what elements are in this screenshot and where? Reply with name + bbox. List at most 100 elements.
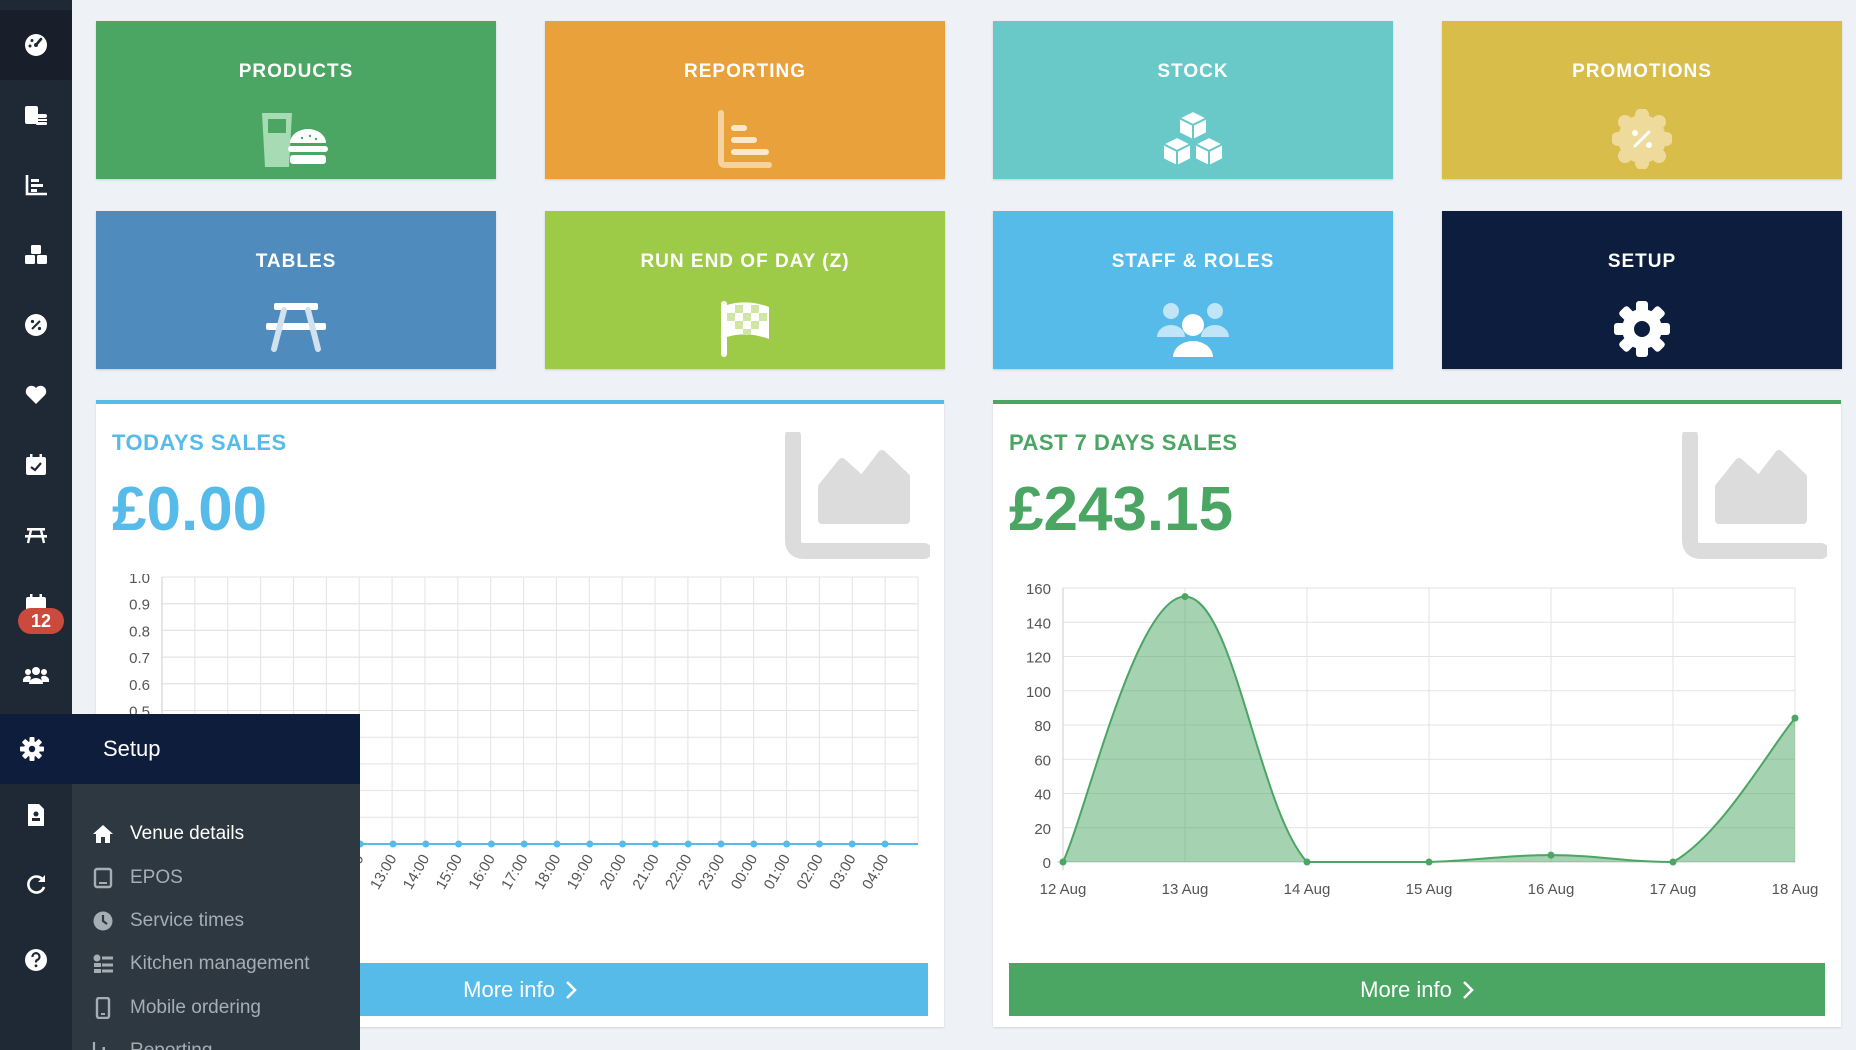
x-tick-label: 20:00	[597, 852, 630, 893]
kitchen-icon	[93, 954, 113, 973]
data-point	[1669, 858, 1677, 866]
x-tick-label: 01:00	[761, 852, 794, 893]
y-tick-label: 0.7	[129, 650, 150, 667]
x-tick-label: 16:00	[465, 852, 498, 893]
data-point	[422, 840, 430, 848]
data-point	[487, 840, 495, 848]
card-title: TODAYS SALES	[112, 430, 287, 455]
x-tick-label: 04:00	[859, 852, 892, 893]
sidebar-item-promotions[interactable]	[0, 290, 72, 360]
past-sales-more-info-button[interactable]: More info	[1009, 963, 1825, 1016]
menu-item-venue-details[interactable]: Venue details	[72, 814, 360, 854]
sidebar-item-reporting[interactable]	[0, 150, 72, 220]
data-point	[1791, 714, 1799, 722]
sidebar-item-sync[interactable]	[0, 850, 72, 920]
tile-stock[interactable]: STOCK	[993, 21, 1393, 179]
menu-item-label: Kitchen management	[130, 953, 310, 974]
tables-icon	[25, 528, 47, 544]
notification-badge: 12	[18, 608, 64, 634]
menu-item-reporting[interactable]: Reporting	[72, 1031, 360, 1050]
tile-label: SETUP	[1607, 251, 1677, 272]
tile-reporting[interactable]: REPORTING	[545, 21, 945, 179]
tile-label: TABLES	[255, 251, 337, 272]
tile-promotions[interactable]: PROMOTIONS	[1442, 21, 1842, 179]
x-tick-label: 22:00	[662, 852, 695, 893]
x-tick-label: 23:00	[695, 852, 728, 893]
x-tick-label: 13:00	[367, 852, 400, 893]
card-value: £0.00	[112, 475, 268, 544]
x-tick-label: 02:00	[793, 852, 826, 893]
data-point	[1181, 593, 1189, 601]
menu-item-mobile-ordering[interactable]: Mobile ordering	[72, 988, 360, 1028]
tile-setup[interactable]: SETUP	[1442, 211, 1842, 369]
sidebar-item-help[interactable]	[0, 925, 72, 995]
setup-menu-title: Setup	[103, 736, 161, 761]
x-tick-label: 14:00	[400, 852, 433, 893]
y-tick-label: 0	[1043, 855, 1051, 872]
area-chart-icon	[785, 432, 930, 559]
data-point	[586, 840, 594, 848]
setup-menu-header[interactable]: Setup	[0, 714, 360, 784]
tile-label: STOCK	[1157, 61, 1229, 82]
tile-label: REPORTING	[684, 61, 806, 82]
stock-icon	[25, 245, 47, 264]
x-tick-label: 17 Aug	[1650, 881, 1697, 898]
y-tick-label: 120	[1026, 650, 1051, 667]
home-icon	[93, 825, 113, 843]
reporting-icon	[718, 110, 772, 168]
chevron-right-icon	[565, 980, 577, 999]
data-point	[1425, 858, 1433, 866]
x-tick-label: 17:00	[498, 852, 531, 893]
y-tick-label: 0.8	[129, 623, 150, 640]
button-label: More info	[1360, 976, 1452, 1002]
data-point	[815, 840, 823, 848]
sidebar-item-bookings[interactable]	[0, 430, 72, 500]
sidebar-item-dashboard[interactable]	[0, 10, 72, 80]
menu-item-epos[interactable]: EPOS	[72, 858, 360, 898]
reporting-icon	[25, 175, 47, 196]
users-icon	[23, 667, 49, 684]
tile-products[interactable]: PRODUCTS	[96, 21, 496, 179]
menu-item-label: Mobile ordering	[130, 997, 261, 1018]
sidebar-item-products[interactable]	[0, 80, 72, 150]
calendar-check-icon	[26, 454, 46, 475]
staff-icon	[1157, 303, 1229, 357]
x-tick-label: 18:00	[531, 852, 564, 893]
bar-chart-icon	[92, 1042, 105, 1050]
y-tick-label: 0.9	[129, 597, 150, 614]
sidebar-item-favourites[interactable]	[0, 360, 72, 430]
stock-icon	[1160, 109, 1226, 168]
menu-item-label: Service times	[130, 910, 245, 931]
menu-item-kitchen-management[interactable]: Kitchen management	[72, 944, 360, 984]
menu-item-service-times[interactable]: Service times	[72, 901, 360, 941]
data-point	[881, 840, 889, 848]
data-point	[520, 840, 528, 848]
data-point	[553, 840, 561, 848]
menu-item-label: Venue details	[130, 823, 245, 844]
x-tick-label: 15 Aug	[1406, 881, 1453, 898]
sidebar-item-staff[interactable]	[0, 640, 72, 710]
sidebar-item-tables[interactable]	[0, 500, 72, 570]
y-tick-label: 140	[1026, 615, 1051, 632]
y-tick-label: 0.6	[129, 677, 150, 694]
gear-icon	[20, 737, 44, 761]
sidebar-item-stock[interactable]	[0, 220, 72, 290]
tile-staff-roles[interactable]: STAFF & ROLES	[993, 211, 1393, 369]
data-point	[783, 840, 791, 848]
x-tick-label: 16 Aug	[1528, 881, 1575, 898]
data-point	[717, 840, 725, 848]
button-label: More info	[463, 976, 555, 1002]
tile-tables[interactable]: TABLES	[96, 211, 496, 369]
tile-run-end-of-day[interactable]: RUN END OF DAY (Z)	[545, 211, 945, 369]
dashboard-icon	[25, 34, 47, 56]
mobile-icon	[95, 997, 111, 1019]
x-tick-label: 00:00	[728, 852, 761, 893]
tile-label: PRODUCTS	[238, 61, 354, 82]
x-tick-label: 03:00	[826, 852, 859, 893]
data-point	[651, 840, 659, 848]
past-7-days-sales-card: PAST 7 DAYS SALES £243.15 0 20 40 60 80 100 12…	[993, 400, 1841, 1027]
data-point	[389, 840, 397, 848]
sidebar-item-documents[interactable]	[0, 780, 72, 850]
sidebar: 12	[0, 0, 72, 1050]
data-point	[750, 840, 758, 848]
